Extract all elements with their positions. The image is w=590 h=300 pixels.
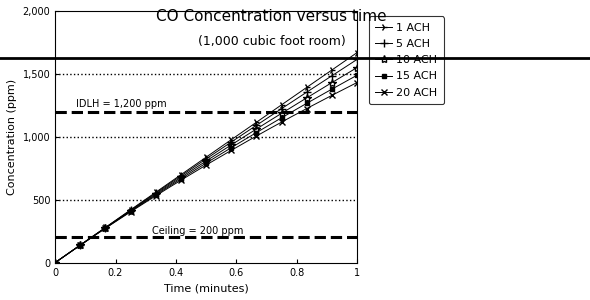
Text: (1,000 cubic foot room): (1,000 cubic foot room) [198,34,345,47]
Text: IDLH = 1,200 ppm: IDLH = 1,200 ppm [76,99,167,109]
Y-axis label: Concentration (ppm): Concentration (ppm) [7,79,17,195]
X-axis label: Time (minutes): Time (minutes) [163,283,248,293]
Text: Ceiling = 200 ppm: Ceiling = 200 ppm [152,226,243,236]
Text: CO Concentration versus time: CO Concentration versus time [156,9,386,24]
Legend: 1 ACH, 5 ACH, 10 ACH, 15 ACH, 20 ACH: 1 ACH, 5 ACH, 10 ACH, 15 ACH, 20 ACH [369,16,444,104]
